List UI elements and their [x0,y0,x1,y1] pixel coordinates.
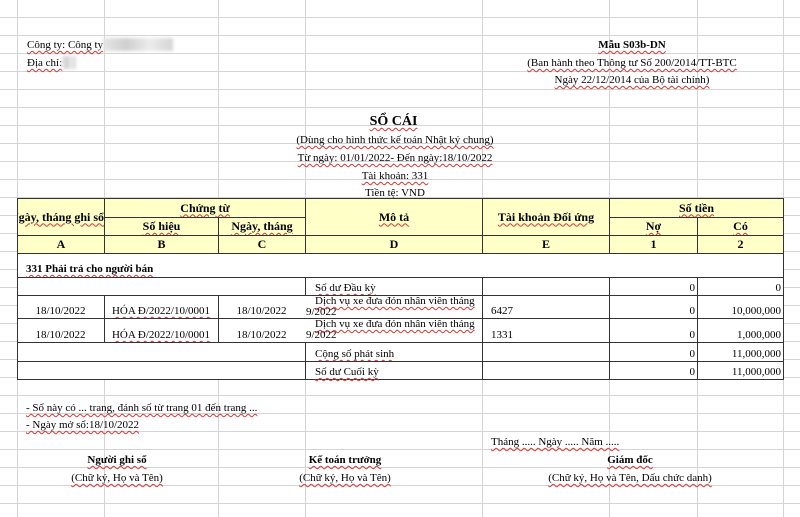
closing-blank [17,361,306,380]
header-desc: Mô tả [305,198,483,236]
pages-note: - Sổ này có ... trang, đánh số từ trang … [26,402,258,414]
row-voucher-date: 18/10/2022 [236,305,287,317]
signer-note: (Chữ ký, Họ và Tên, Dấu chức danh) [548,472,712,484]
cell [697,295,784,319]
row-debit: 0 [689,329,696,341]
closing-credit-cell [697,361,784,380]
code-e: E [482,235,610,254]
row-credit: 1,000,000 [737,329,781,341]
date-line: Tháng ..... Ngày ..... Năm ..... [491,436,620,448]
redacted-company [103,38,173,51]
code-d: D [305,235,483,254]
signer-role: Người ghi sổ [87,454,147,466]
company-label: Công ty: Công ty [27,39,104,51]
header-desc-label: Mô tả [378,209,410,224]
row-desc-line2: 9/2022 [306,329,337,341]
row-credit: 10,000,000 [731,305,782,317]
total-desc: Cộng số phát sinh [315,348,395,360]
issued-date: Ngày 22/12/2014 của Bộ tài chính) [554,74,710,86]
header-voucher-date: Ngày, tháng [218,217,306,236]
row-debit: 0 [689,305,696,317]
header-amount-label: Số tiền [678,200,714,215]
row-voucher-no: HÓA Đ/2022/10/0001 [111,305,211,317]
total-debit: 0 [689,348,696,360]
header-voucher-no: Số hiệu [104,217,219,236]
header-voucher-date-label: Ngày, tháng [231,219,293,233]
header-date-label: Ngày, tháng ghi sổ [17,209,104,224]
row-contra: 1331 [491,329,513,341]
row-desc-line1: Dịch vụ xe đưa đón nhân viên tháng [315,295,475,307]
header-credit: Có [697,217,784,236]
signer-role: Kế toán trưởng [308,454,382,466]
header-debit-label: Nợ [645,219,662,233]
opening-debit: 0 [689,282,696,294]
closing-credit: 11,000,000 [731,366,781,378]
row-voucher-no: HÓA Đ/2022/10/0001 [111,329,211,341]
closing-desc: Số dư Cuối kỳ [315,366,379,378]
cell [218,318,306,343]
cell [104,318,219,343]
opening-credit: 0 [775,282,782,294]
signer-note: (Chữ ký, Họ và Tên) [71,472,163,484]
code-a: A [17,235,105,254]
opening-blank [17,277,306,296]
header-contra: Tài khoản Đối ứng [482,198,610,236]
cell [305,318,483,343]
account: Tài khoản: 331 [361,170,429,182]
signer-note: (Chữ ký, Họ và Tên) [299,472,391,484]
code-1: 1 [609,235,698,254]
closing-debit: 0 [689,366,696,378]
form-code: Mẫu S03b-DN [598,39,666,51]
closing-contra-cell [482,361,610,380]
page-title: SỔ CÁI [369,114,418,129]
row-contra: 6427 [491,305,513,317]
row-desc-line2: 9/2022 [306,306,337,318]
row-desc-line1: Dịch vụ xe đưa đón nhân viên tháng [315,318,475,330]
total-blank [17,342,306,362]
row-date: 18/10/2022 [35,305,86,317]
address-label: Địa chỉ: [27,57,63,69]
opening-desc: Số dư Đầu kỳ [315,282,376,294]
total-contra-cell [482,342,610,362]
signer-role: Giám đốc [607,454,653,466]
header-contra-label: Tài khoản Đối ứng [497,209,595,224]
cell [218,295,306,319]
header-debit: Nợ [609,217,698,236]
header-voucher: Chứng từ [104,198,306,218]
header-voucher-no-label: Số hiệu [142,219,181,233]
issued-by: (Ban hành theo Thông tư Số 200/2014/TT-B… [527,57,737,69]
currency: Tiền tệ: VND [365,187,425,199]
header-date: Ngày, tháng ghi sổ [17,198,105,236]
subtitle: (Dùng cho hình thức kế toán Nhật ký chun… [296,134,494,146]
header-voucher-label: Chứng từ [180,200,230,215]
row-date: 18/10/2022 [35,329,86,341]
cell [482,295,610,319]
cell [17,318,105,343]
redacted-address [62,56,76,69]
total-credit: 11,000,000 [731,348,781,360]
header-amount: Số tiền [609,198,784,218]
code-c: C [218,235,306,254]
section-label: 331 Phải trả cho người bán [26,263,154,275]
code-2: 2 [697,235,784,254]
code-b: B [104,235,219,254]
header-credit-label: Có [733,219,748,233]
period: Từ ngày: 01/01/2022- Đến ngày:18/10/2022 [297,152,493,164]
opening-contra-cell [482,277,610,296]
open-date-note: - Ngày mở sổ:18/10/2022 [26,419,140,431]
row-voucher-date: 18/10/2022 [236,329,287,341]
